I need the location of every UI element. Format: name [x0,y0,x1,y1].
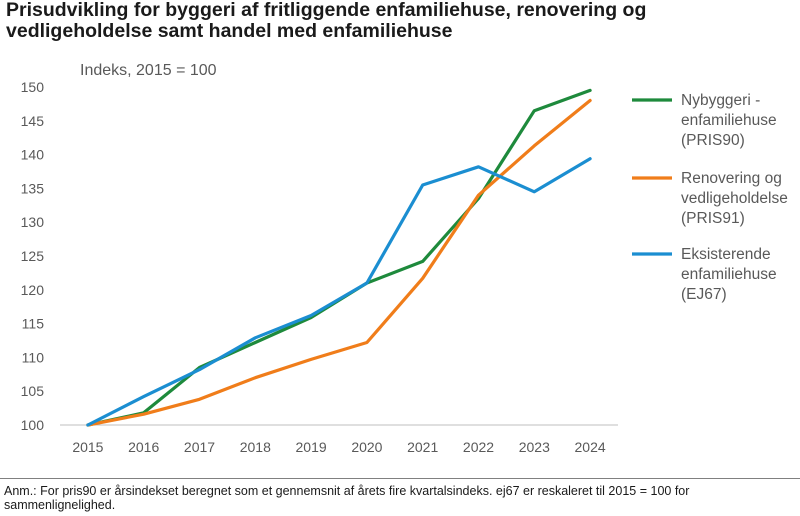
series-line-3 [86,157,592,427]
y-tick-label: 140 [21,147,45,163]
x-tick-label: 2024 [575,439,606,455]
x-tick-label: 2015 [72,439,103,455]
y-axis-unit-label: Indeks, 2015 = 100 [80,62,217,79]
legend: Nybyggeri - enfamiliehuse (PRIS90) Renoveri… [632,92,788,303]
legend-label: (EJ67) [681,286,727,303]
x-tick-label: 2023 [519,439,550,455]
legend-item-3: Eksisterende enfamiliehuse (EJ67) [632,246,777,303]
y-tick-label: 115 [22,316,45,332]
x-tick-label: 2022 [463,439,494,455]
series-line-2 [86,98,592,427]
y-tick-label: 110 [22,349,45,365]
y-tick-label: 105 [21,383,45,399]
x-axis-ticks: 2015 2016 2017 2018 2019 2020 2021 2022 2023 2024 [72,439,606,455]
series-line-1 [86,88,592,427]
chart-title: Prisudvikling for byggeri af fritliggend… [6,0,706,42]
legend-label: (PRIS90) [681,132,745,149]
y-tick-label: 145 [21,113,45,129]
x-tick-label: 2021 [407,439,438,455]
x-tick-label: 2020 [351,439,382,455]
x-tick-label: 2018 [240,439,271,455]
line-chart: Indeks, 2015 = 100 100 105 110 115 120 125 130… [21,62,788,455]
legend-item-2: Renovering og vedligeholdelse (PRIS91) [632,170,788,227]
footnote: Anm.: For pris90 er årsindekset beregnet… [4,484,690,512]
series-lines [86,88,592,427]
x-tick-label: 2017 [184,439,215,455]
x-tick-label: 2016 [128,439,159,455]
chart-title-line-2: vedligeholdelse samt handel med enfamili… [6,20,453,42]
y-tick-label: 135 [21,180,45,196]
legend-label: Eksisterende [681,246,771,263]
note-divider [0,478,800,479]
legend-label: Renovering og [681,170,782,187]
legend-item-1: Nybyggeri - enfamiliehuse (PRIS90) [632,92,777,149]
legend-label: vedligeholdelse [681,190,788,207]
y-tick-label: 120 [21,282,45,298]
y-tick-label: 125 [21,248,45,264]
legend-label: enfamiliehuse [681,112,777,129]
legend-label: (PRIS91) [681,210,745,227]
x-tick-label: 2019 [296,439,327,455]
chart-title-line-1: Prisudvikling for byggeri af fritliggend… [6,0,647,21]
y-axis-ticks: 100 105 110 115 120 125 130 135 140 145 150 [21,79,45,433]
legend-label: Nybyggeri - [681,92,760,109]
y-tick-label: 150 [21,79,45,95]
y-tick-label: 100 [21,417,45,433]
y-tick-label: 130 [21,214,45,230]
legend-label: enfamiliehuse [681,266,777,283]
